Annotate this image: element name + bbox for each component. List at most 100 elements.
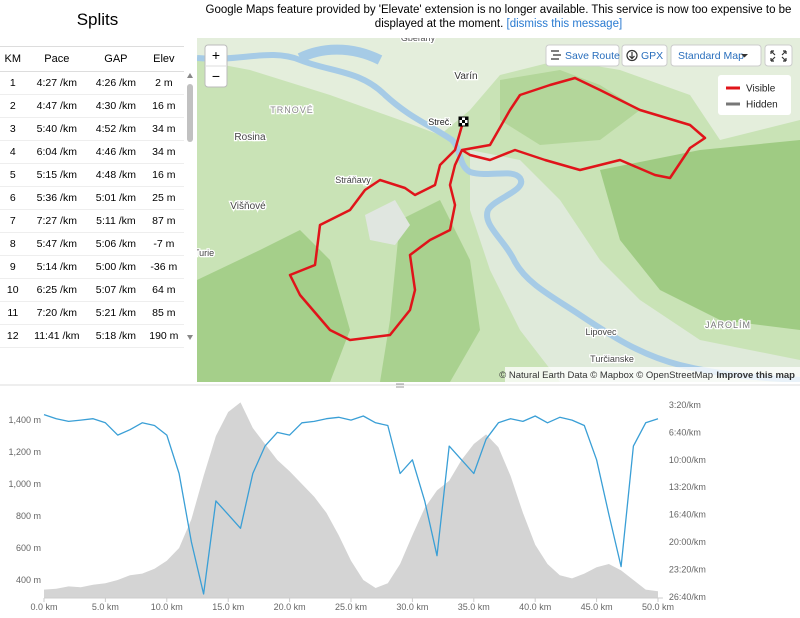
split-cell: 64 m	[143, 278, 184, 302]
y-tick-label: 1,400 m	[8, 415, 41, 425]
place-label: Gbeľany	[401, 38, 436, 43]
zoom-in[interactable]: +	[212, 47, 220, 63]
banner-message: Google Maps feature provided by 'Elevate…	[205, 4, 792, 30]
fullscreen-button[interactable]	[764, 44, 793, 67]
split-cell: 4:48 /km	[88, 163, 144, 187]
split-cell: 4:30 /km	[88, 94, 144, 118]
save-route-label[interactable]: Save Route	[565, 50, 620, 62]
splits-panel: Splits KM Pace GAP Elev 1 4:27 /km 4:26 /km 2 …	[0, 0, 195, 382]
split-cell: 4:27 /km	[25, 71, 89, 95]
split-cell: 4:52 /km	[88, 117, 144, 141]
forest	[380, 200, 480, 382]
river	[197, 52, 800, 382]
split-cell: 12	[0, 324, 26, 348]
forest	[600, 140, 800, 330]
improve-link[interactable]: Improve this map	[716, 370, 795, 381]
split-cell: 34 m	[143, 117, 184, 141]
split-cell: 9	[0, 255, 26, 279]
legend-entries: Visible Hidden	[726, 84, 778, 111]
place-label: Višňové	[230, 201, 266, 212]
elevation-chart: 0.0 km 5.0 km 10.0 km 15.0 km 20.0 km 25.0 km…	[8, 400, 706, 612]
divider[interactable]	[0, 382, 800, 392]
y2-tick-label: 20:00/km	[669, 537, 706, 547]
pace-line	[43, 413, 659, 595]
route-icon	[551, 50, 561, 60]
scrollbar[interactable]	[186, 70, 194, 345]
split-cell: 7:20 /km	[25, 301, 89, 325]
legend-label: Visible	[746, 84, 776, 95]
column-header: Pace	[25, 46, 89, 72]
split-cell: 3	[0, 117, 26, 141]
split-cell: -36 m	[143, 255, 184, 279]
y2-tick-label: 10:00/km	[669, 455, 706, 465]
split-cell: 5:40 /km	[25, 117, 89, 141]
download-icon	[629, 52, 635, 60]
map-style-select[interactable]	[670, 44, 762, 67]
rock	[365, 200, 410, 245]
split-cell: 5:00 /km	[88, 255, 144, 279]
x-tick-label: 50.0 km	[642, 602, 674, 612]
split-cell: 4:26 /km	[88, 71, 144, 95]
y-tick-label: 400 m	[16, 575, 41, 585]
split-cell: 8	[0, 232, 26, 256]
legend-label: Hidden	[746, 100, 778, 111]
place-label: Turie	[197, 248, 214, 258]
route	[288, 76, 707, 342]
scroll-down[interactable]	[187, 335, 193, 340]
y-tick-label: 1,000 m	[8, 479, 41, 489]
valley	[470, 150, 800, 382]
x-tick-label: 25.0 km	[335, 602, 367, 612]
y2-tick-label: 16:40/km	[669, 510, 706, 520]
split-cell: 5:47 /km	[25, 232, 89, 256]
drag-handle[interactable]	[396, 383, 404, 388]
split-cell: 5:01 /km	[88, 186, 144, 210]
split-row: 9 5:14 /km 5:00 /km -36 m	[0, 255, 184, 279]
split-cell: 16 m	[143, 163, 184, 187]
elevation-area	[44, 402, 658, 598]
scroll-up[interactable]	[187, 73, 193, 78]
save-route-button[interactable]	[545, 44, 620, 67]
forest	[197, 230, 350, 382]
x-tick-label: 30.0 km	[396, 602, 428, 612]
split-cell: 7	[0, 209, 26, 233]
y2-tick-label: 6:40/km	[669, 427, 701, 437]
split-cell: 16 m	[143, 94, 184, 118]
place-label: Stráňavy	[335, 175, 371, 185]
split-cell: 5:18 /km	[88, 324, 144, 348]
split-cell: 25 m	[143, 186, 184, 210]
scroll-thumb[interactable]	[187, 84, 193, 142]
y2-tick-label: 23:20/km	[669, 564, 706, 574]
splits-table: KM Pace GAP Elev 1 4:27 /km 4:26 /km 2 m 2 4:47 …	[0, 46, 184, 348]
place-label: Rosina	[234, 132, 266, 143]
gpx-label[interactable]: GPX	[641, 50, 663, 62]
split-cell: 87 m	[143, 209, 184, 233]
split-row: 3 5:40 /km 4:52 /km 34 m	[0, 117, 184, 141]
dismiss-link[interactable]: [dismiss this message]	[506, 18, 623, 30]
split-cell: 10	[0, 278, 26, 302]
split-cell: 5:11 /km	[88, 209, 144, 233]
split-cell: 11:41 /km	[25, 324, 89, 348]
split-row: 8 5:47 /km 5:06 /km -7 m	[0, 232, 184, 256]
x-tick-label: 10.0 km	[151, 602, 183, 612]
map-style-label[interactable]: Standard Map	[678, 50, 744, 62]
split-row: 11 7:20 /km 5:21 /km 85 m	[0, 301, 184, 325]
split-row: 10 6:25 /km 5:07 /km 64 m	[0, 278, 184, 302]
header-row: KM Pace GAP Elev	[0, 46, 184, 72]
split-cell: 4	[0, 140, 26, 164]
split-row: 2 4:47 /km 4:30 /km 16 m	[0, 94, 184, 118]
split-row: 12 11:41 /km 5:18 /km 190 m	[0, 324, 184, 348]
split-cell: 6:04 /km	[25, 140, 89, 164]
x-tick-label: 35.0 km	[458, 602, 490, 612]
split-cell: 11	[0, 301, 26, 325]
split-cell: 4:47 /km	[25, 94, 89, 118]
place-label: Turčianske	[590, 354, 634, 364]
fullscreen-icon	[770, 50, 787, 62]
split-cell: 190 m	[143, 324, 184, 348]
map[interactable]: Gbeľany Varín TRNOVÉ Rosina Streč. Stráňavy Vi…	[197, 38, 800, 382]
place-label: TRNOVÉ	[270, 105, 314, 115]
zoom-out[interactable]: −	[212, 68, 220, 84]
split-cell: -7 m	[143, 232, 184, 256]
dropdown-arrow	[741, 54, 748, 58]
split-cell: 6	[0, 186, 26, 210]
